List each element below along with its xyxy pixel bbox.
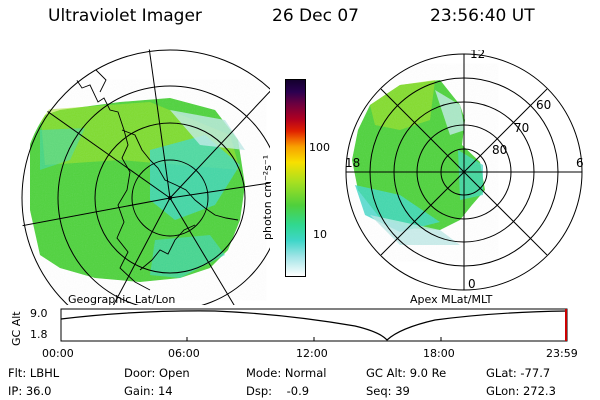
mlt-label-0: 0 [468, 277, 476, 291]
colorbar-tick-100: 100 [309, 141, 330, 154]
altitude-x-ticks [186, 337, 442, 341]
mag-mlt-grid [346, 54, 582, 290]
altitude-xtick-1800: 18:00 [423, 347, 455, 360]
geo-panel-label: Geographic Lat/Lon [68, 293, 176, 306]
altitude-xtick-1200: 12:00 [296, 347, 328, 360]
mlat-label-60: 60 [536, 98, 551, 112]
colorbar [285, 79, 306, 277]
mag-panel-label: Apex MLat/MLT [410, 293, 493, 306]
status-ip: IP: 36.0 [8, 384, 52, 398]
mlat-label-70: 70 [514, 121, 529, 135]
geo-meridian-grid [20, 48, 270, 305]
colorbar-unit-label: photon cm⁻²s⁻¹ [261, 154, 274, 240]
status-door: Door: Open [124, 366, 190, 380]
mlt-label-18: 18 [345, 156, 360, 170]
altitude-tick-low: 1.8 [30, 328, 48, 341]
geo-latitude-grid [21, 49, 270, 305]
mag-aurora-oval [352, 80, 485, 245]
altitude-plot [60, 308, 568, 342]
mlat-label-80: 80 [492, 143, 507, 157]
status-seq: Seq: 39 [366, 384, 410, 398]
altitude-xtick-0000: 00:00 [42, 347, 74, 360]
geographic-map [20, 48, 270, 305]
status-gc-alt: GC Alt: 9.0 Re [366, 366, 447, 380]
mlt-label-12: 12 [470, 50, 485, 61]
altitude-tick-high: 9.0 [30, 307, 48, 320]
status-filter: Flt: LBHL [8, 366, 60, 380]
status-dsp: Dsp: -0.9 [246, 384, 310, 398]
image-time: 23:56:40 UT [430, 6, 535, 26]
altitude-axis-label: GC Alt [10, 311, 23, 346]
instrument-title: Ultraviolet Imager [48, 6, 202, 26]
image-date: 26 Dec 07 [272, 6, 359, 26]
mlt-label-6: 6 [576, 156, 584, 170]
geo-pole-marker [168, 196, 172, 200]
magnetic-map: 12 0 18 6 60 70 80 [345, 50, 584, 291]
altitude-xtick-0600: 06:00 [168, 347, 200, 360]
altitude-curve [60, 310, 568, 341]
status-gain: Gain: 14 [124, 384, 173, 398]
status-mode: Mode: Normal [246, 366, 327, 380]
status-glat: GLat: -77.7 [486, 366, 551, 380]
geo-aurora-swath [30, 98, 245, 282]
altitude-xtick-2359: 23:59 [546, 347, 578, 360]
geo-coastlines [69, 69, 239, 291]
colorbar-tick-10: 10 [313, 228, 327, 241]
status-glon: GLon: 272.3 [486, 384, 556, 398]
